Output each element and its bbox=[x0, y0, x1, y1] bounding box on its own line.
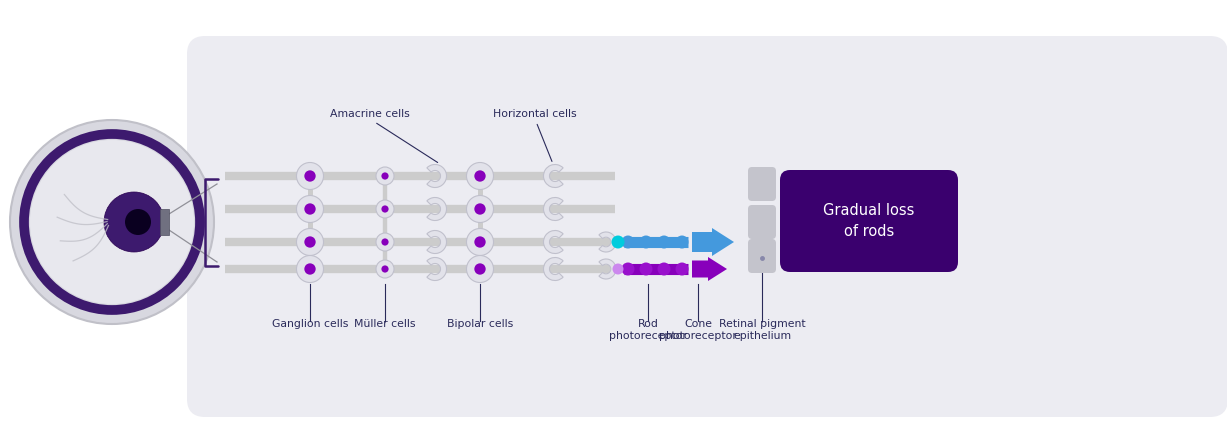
FancyBboxPatch shape bbox=[748, 239, 775, 273]
Wedge shape bbox=[427, 258, 447, 281]
Circle shape bbox=[382, 266, 389, 273]
Circle shape bbox=[125, 209, 151, 235]
Circle shape bbox=[304, 170, 315, 182]
Text: Bipolar cells: Bipolar cells bbox=[447, 319, 513, 329]
Wedge shape bbox=[544, 164, 563, 187]
FancyBboxPatch shape bbox=[780, 170, 958, 272]
Circle shape bbox=[639, 262, 653, 275]
Circle shape bbox=[304, 203, 315, 214]
Circle shape bbox=[375, 233, 394, 251]
Circle shape bbox=[658, 235, 670, 249]
Text: Rod
photoreceptor: Rod photoreceptor bbox=[609, 319, 687, 341]
Circle shape bbox=[658, 262, 670, 275]
Circle shape bbox=[475, 203, 486, 214]
Wedge shape bbox=[544, 258, 563, 281]
Circle shape bbox=[375, 167, 394, 185]
Circle shape bbox=[104, 192, 164, 252]
Wedge shape bbox=[544, 230, 563, 254]
Wedge shape bbox=[427, 230, 447, 254]
Circle shape bbox=[382, 238, 389, 246]
FancyArrow shape bbox=[692, 228, 734, 256]
Circle shape bbox=[382, 172, 389, 180]
Text: Horizontal cells: Horizontal cells bbox=[493, 109, 577, 162]
Wedge shape bbox=[427, 164, 447, 187]
Circle shape bbox=[304, 236, 315, 248]
Circle shape bbox=[475, 170, 486, 182]
Circle shape bbox=[297, 163, 324, 190]
Circle shape bbox=[676, 235, 688, 249]
Circle shape bbox=[622, 235, 634, 249]
Circle shape bbox=[466, 195, 493, 222]
Circle shape bbox=[375, 260, 394, 278]
Circle shape bbox=[611, 235, 625, 249]
Text: Amacrine cells: Amacrine cells bbox=[330, 109, 438, 163]
FancyBboxPatch shape bbox=[187, 36, 1227, 417]
Circle shape bbox=[475, 236, 486, 248]
Circle shape bbox=[466, 255, 493, 282]
FancyBboxPatch shape bbox=[748, 167, 775, 201]
Circle shape bbox=[29, 140, 194, 304]
Circle shape bbox=[375, 200, 394, 218]
Circle shape bbox=[10, 120, 213, 324]
Circle shape bbox=[466, 163, 493, 190]
Circle shape bbox=[622, 262, 634, 275]
Bar bbox=[160, 209, 169, 235]
Circle shape bbox=[475, 263, 486, 275]
Circle shape bbox=[466, 229, 493, 255]
Circle shape bbox=[297, 255, 324, 282]
Wedge shape bbox=[599, 259, 616, 279]
Text: Gradual loss
of rods: Gradual loss of rods bbox=[823, 203, 914, 239]
Text: Retinal pigment
epithelium: Retinal pigment epithelium bbox=[719, 319, 805, 341]
Wedge shape bbox=[544, 198, 563, 221]
Circle shape bbox=[382, 206, 389, 213]
Text: Cone
photoreceptor: Cone photoreceptor bbox=[659, 319, 737, 341]
Wedge shape bbox=[427, 198, 447, 221]
Circle shape bbox=[676, 262, 688, 275]
Text: Müller cells: Müller cells bbox=[355, 319, 416, 329]
Circle shape bbox=[304, 263, 315, 275]
Circle shape bbox=[297, 229, 324, 255]
Circle shape bbox=[612, 263, 623, 274]
Text: Ganglion cells: Ganglion cells bbox=[272, 319, 348, 329]
Circle shape bbox=[297, 195, 324, 222]
FancyArrow shape bbox=[692, 257, 728, 281]
FancyBboxPatch shape bbox=[748, 205, 775, 239]
Circle shape bbox=[639, 235, 653, 249]
Wedge shape bbox=[599, 232, 616, 252]
